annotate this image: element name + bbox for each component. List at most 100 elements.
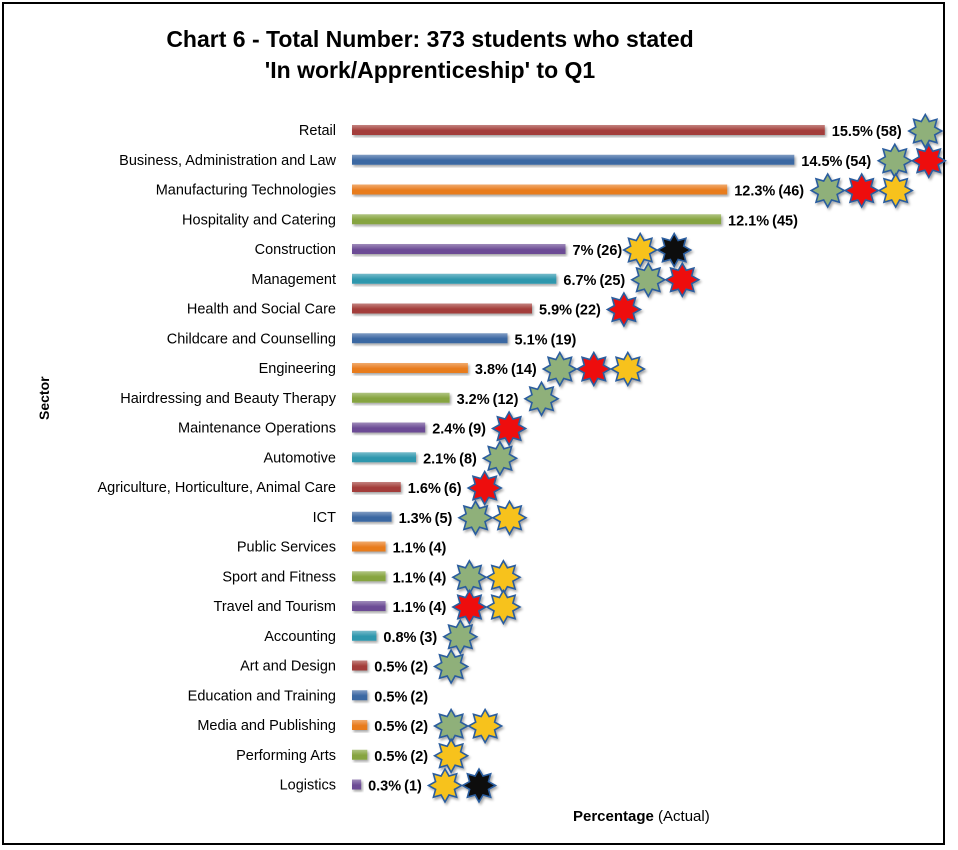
percent-label: 15.5% (832, 124, 873, 140)
percent-label: 1.6% (408, 481, 441, 497)
category-label: Automotive (263, 450, 336, 466)
chart-frame (2, 2, 945, 845)
value-label: 1.1% (4) (393, 541, 447, 557)
bar (352, 392, 450, 403)
green-star-icon (432, 707, 470, 745)
value-label: 15.5% (58) (832, 124, 902, 140)
bar (352, 422, 426, 433)
category-label: Hospitality and Catering (182, 212, 336, 228)
bar (352, 452, 416, 463)
count-label: (2) (410, 719, 428, 735)
value-label: 0.5% (2) (374, 689, 428, 705)
value-label: 14.5% (54) (801, 154, 871, 170)
count-label: (54) (845, 154, 871, 170)
count-label: (2) (410, 660, 428, 676)
red-star-icon (490, 410, 528, 447)
value-label: 0.5% (2) (374, 749, 428, 765)
count-label: (2) (410, 749, 428, 765)
bar (352, 571, 386, 582)
value-label: 7% (26) (573, 243, 623, 259)
bar (352, 184, 728, 195)
bar (352, 244, 566, 254)
value-label: 3.2% (12) (457, 392, 519, 408)
value-label: 2.4% (9) (432, 422, 486, 438)
bar (352, 154, 795, 165)
count-label: (2) (410, 689, 428, 705)
category-label: Engineering (259, 361, 336, 377)
count-label: (26) (596, 243, 622, 259)
category-label: Travel and Tourism (214, 599, 337, 615)
count-label: (3) (419, 630, 437, 646)
percent-label: 0.5% (374, 660, 407, 676)
red-star-icon (664, 261, 701, 298)
gold-star-icon (485, 559, 522, 596)
value-label: 3.8% (14) (475, 362, 537, 378)
percent-label: 1.3% (399, 511, 432, 527)
category-label: Health and Social Care (187, 302, 336, 318)
count-label: (14) (511, 362, 537, 378)
red-star-icon (605, 291, 643, 328)
count-label: (19) (551, 332, 577, 348)
count-label: (8) (459, 451, 477, 467)
bar (352, 690, 368, 701)
percent-label: 2.4% (432, 422, 465, 438)
category-label: Education and Training (188, 688, 336, 704)
bar (352, 720, 368, 730)
bar (352, 541, 386, 552)
gold-star-icon (609, 350, 646, 388)
value-label: 1.1% (4) (393, 600, 447, 616)
green-star-icon (432, 648, 470, 685)
green-star-icon (457, 499, 494, 536)
count-label: (9) (468, 422, 486, 438)
count-label: (45) (772, 213, 798, 229)
category-label: Hairdressing and Beauty Therapy (120, 391, 336, 407)
value-label: 1.6% (6) (408, 481, 462, 497)
category-label: Accounting (264, 629, 336, 645)
count-label: (5) (435, 511, 453, 527)
chart-title-line-2: 'In work/Apprenticeship' to Q1 (264, 57, 596, 83)
percent-label: 5.9% (539, 303, 572, 319)
bar (352, 601, 386, 611)
percent-label: 3.2% (457, 392, 490, 408)
black-star-icon (460, 767, 498, 804)
category-label: Performing Arts (236, 748, 336, 764)
count-label: (4) (429, 541, 447, 557)
bar (352, 482, 401, 492)
category-label: Sport and Fitness (222, 569, 336, 585)
category-label: Childcare and Counselling (167, 331, 336, 347)
x-axis-label: Percentage (Actual) (573, 808, 710, 825)
gold-star-icon (622, 231, 659, 269)
percent-label: 0.5% (374, 749, 407, 765)
value-label: 0.5% (2) (374, 660, 428, 676)
gold-star-icon (426, 767, 464, 804)
count-label: (58) (876, 124, 902, 140)
gold-star-icon (877, 172, 914, 209)
value-label: 1.3% (5) (399, 511, 453, 527)
percent-label: 1.1% (393, 570, 426, 586)
value-label: 0.3% (1) (368, 779, 422, 795)
value-label: 0.5% (2) (374, 719, 428, 735)
value-label: 12.3% (46) (734, 184, 804, 200)
x-axis-label-bold: Percentage (573, 808, 654, 825)
percent-label: 6.7% (563, 273, 596, 289)
black-star-icon (656, 231, 693, 269)
percent-label: 0.8% (383, 630, 416, 646)
percent-label: 12.3% (734, 184, 775, 200)
category-label: Public Services (237, 540, 336, 556)
value-label: 1.1% (4) (393, 570, 447, 586)
count-label: (6) (444, 481, 462, 497)
value-label: 2.1% (8) (423, 451, 477, 467)
value-label: 12.1% (45) (728, 213, 798, 229)
value-label: 6.7% (25) (563, 273, 625, 289)
category-label: Agriculture, Horticulture, Animal Care (97, 480, 336, 496)
x-axis-label-rest: (Actual) (653, 808, 710, 825)
percent-label: 2.1% (423, 451, 456, 467)
category-label: Maintenance Operations (178, 421, 336, 437)
percent-label: 0.3% (368, 779, 401, 795)
chart-title-line-1: Chart 6 - Total Number: 373 students who… (166, 26, 694, 52)
category-label: Management (251, 272, 336, 288)
count-label: (4) (429, 600, 447, 616)
gold-star-icon (432, 737, 470, 774)
value-label: 0.8% (3) (383, 630, 437, 646)
